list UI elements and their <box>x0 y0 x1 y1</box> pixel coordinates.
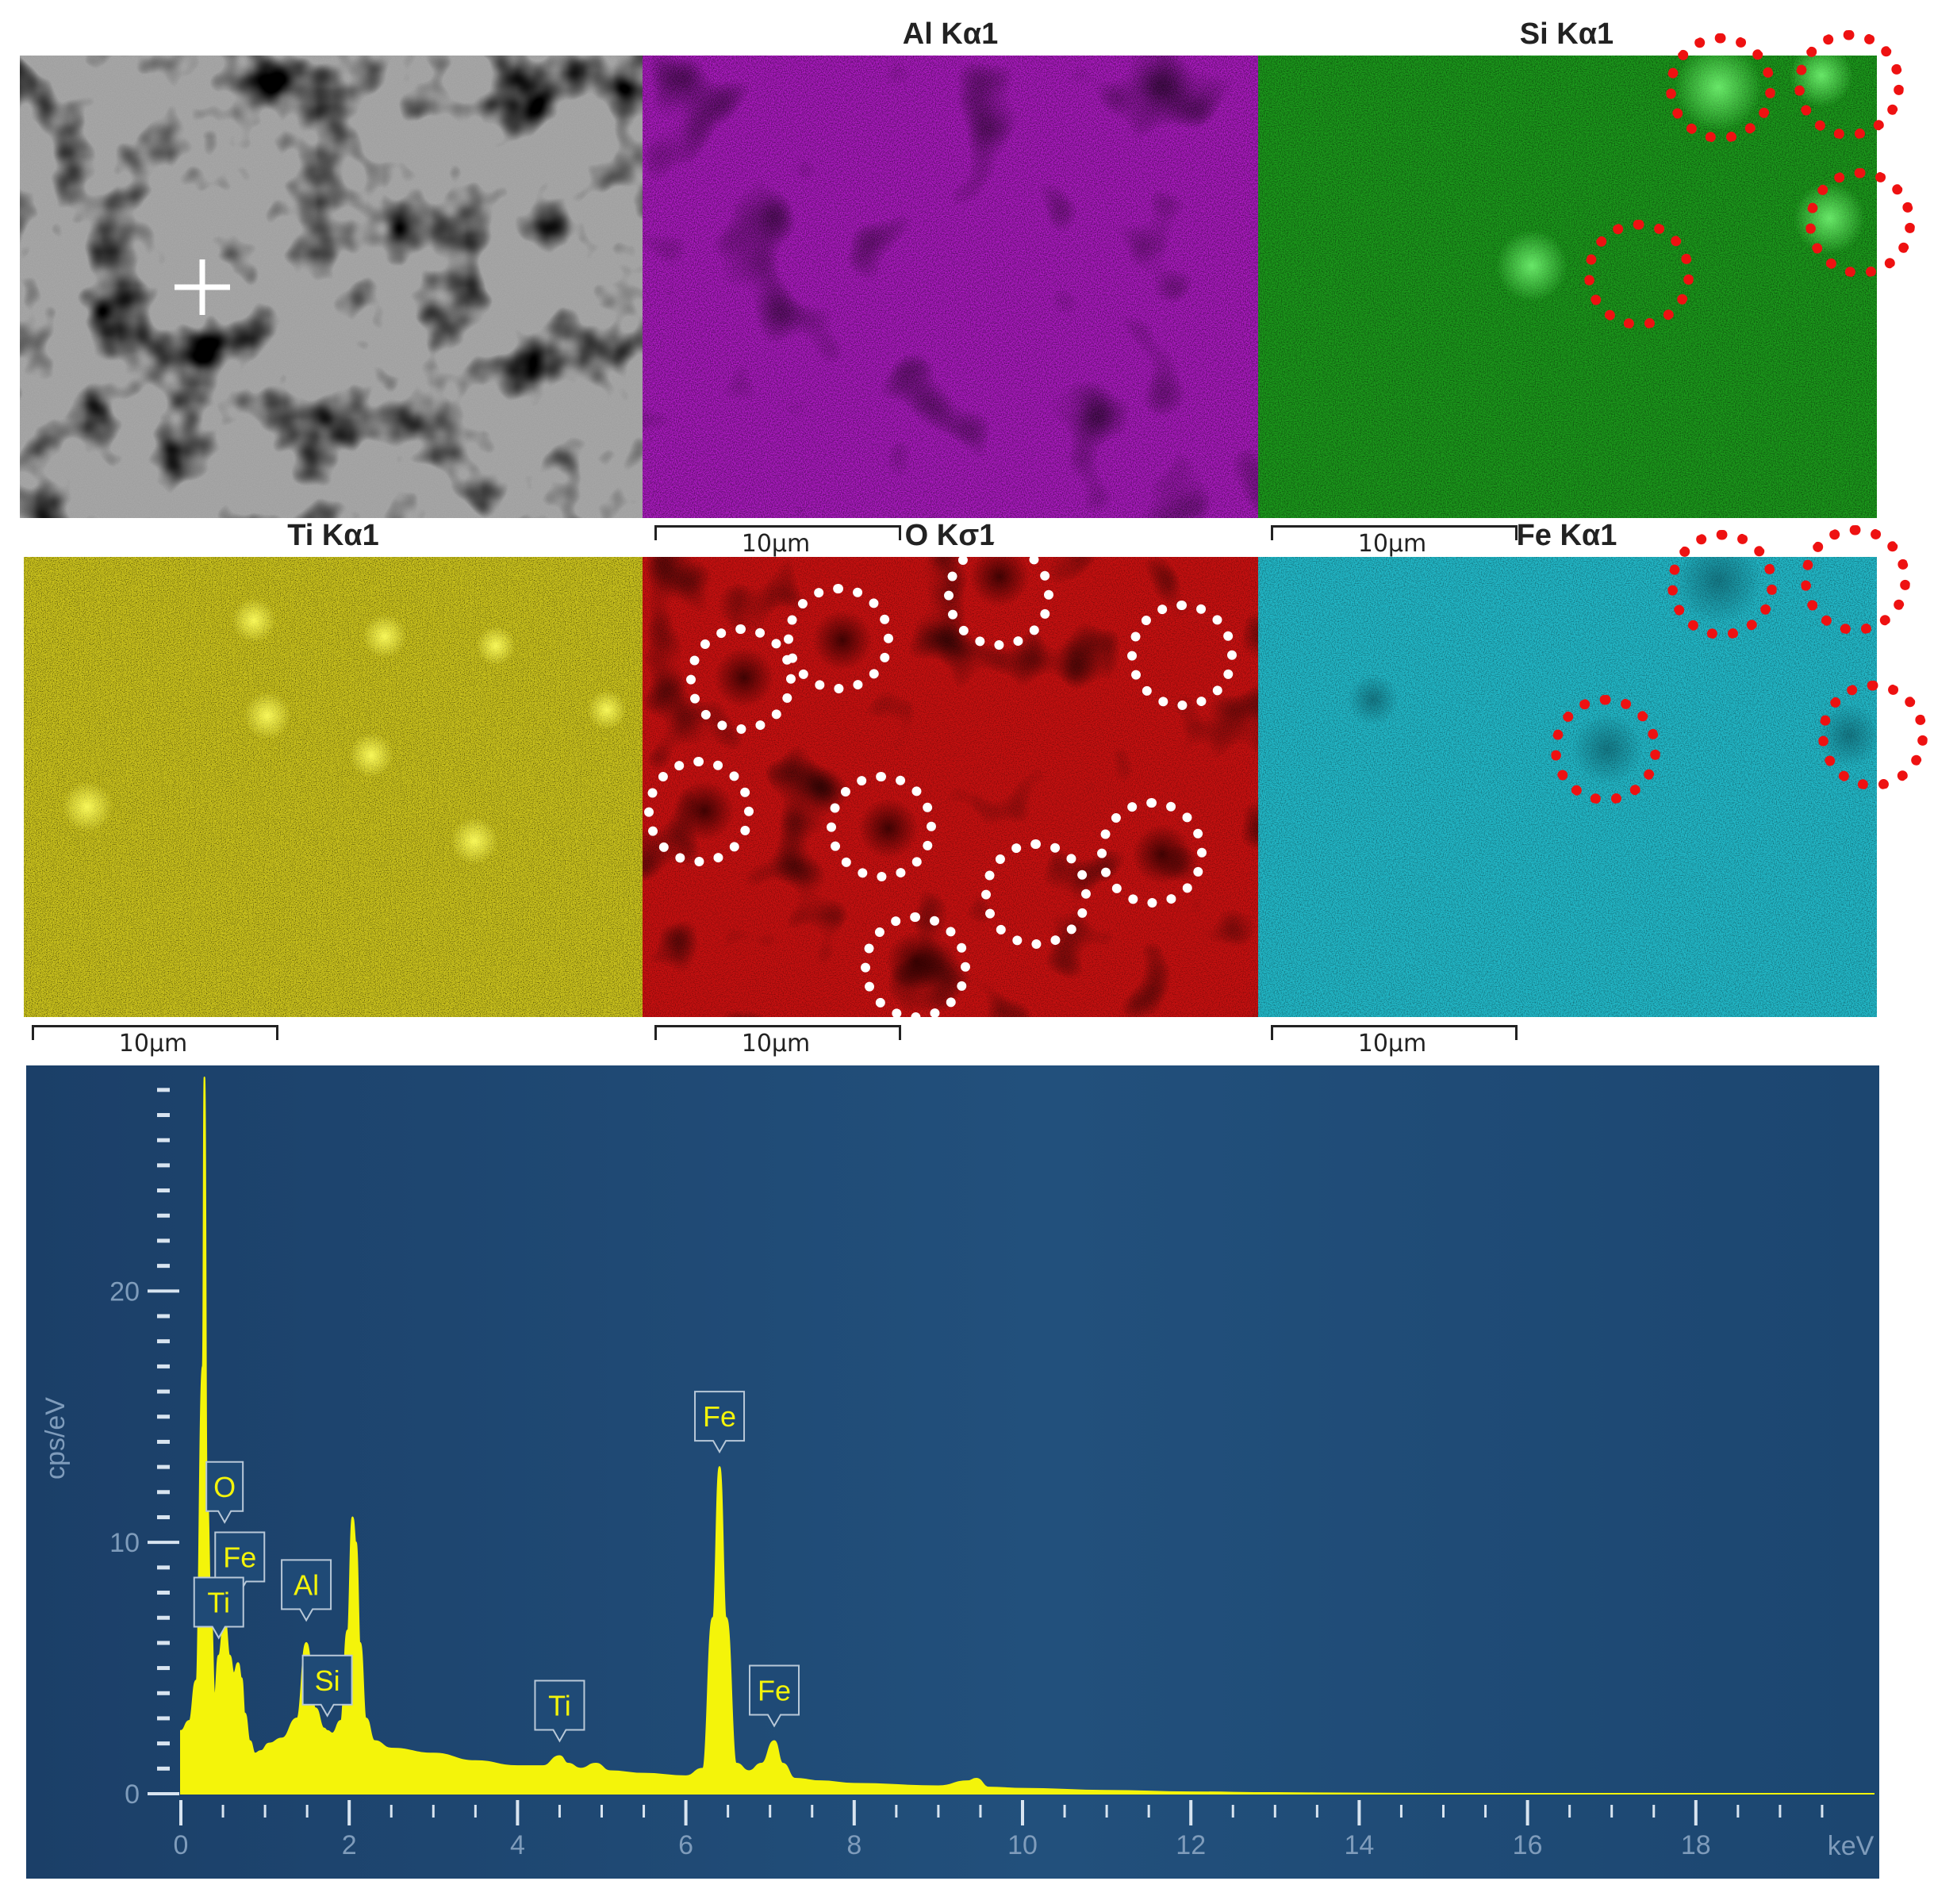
ti-map <box>24 557 643 1017</box>
peak-label: Fe <box>694 1391 746 1454</box>
x-axis-ticks: 0 2 4 6 8 10 12 14 16 18 <box>174 1800 1711 1860</box>
x-tick-label: 14 <box>1344 1830 1374 1860</box>
red-dotted-circle-marker <box>1801 525 1910 635</box>
y-tick-label: 10 <box>109 1528 140 1558</box>
red-dotted-circle-marker <box>1794 30 1904 140</box>
peak-label: O <box>205 1461 244 1524</box>
peak-label: Fe <box>214 1531 266 1595</box>
x-tick-label: 4 <box>510 1830 525 1860</box>
peak-label-box <box>301 1654 353 1718</box>
si-map <box>1258 56 1877 518</box>
red-dotted-circle-marker <box>1551 695 1660 804</box>
white-dotted-circle-marker <box>827 772 936 881</box>
peak-label-text: Fe <box>758 1674 791 1706</box>
peak-label-text: O <box>213 1471 236 1503</box>
white-dotted-circle-marker <box>944 540 1053 650</box>
red-dotted-circle-marker <box>1666 33 1775 143</box>
peak-label-text: Si <box>315 1664 340 1697</box>
peak-label-box <box>193 1576 244 1640</box>
sem-texture <box>20 56 643 518</box>
scale-bar <box>654 525 901 540</box>
white-dotted-circle-marker <box>644 757 754 866</box>
x-tick-label: 2 <box>342 1830 357 1860</box>
x-tick-label: 10 <box>1007 1830 1038 1860</box>
scale-bar-label: 10μm <box>118 1030 188 1058</box>
scale-bar-label: 10μm <box>741 1030 811 1058</box>
x-axis-label: keV <box>1828 1831 1874 1861</box>
y-tick-label: 0 <box>125 1779 140 1810</box>
peak-label-text: Fe <box>703 1400 736 1433</box>
white-dotted-circle-marker <box>1127 601 1237 710</box>
peak-label-box <box>534 1679 585 1743</box>
eds-spectrum-chart: 0 2 4 6 8 10 12 14 16 18 0 10 20 O Fe Ti Al Si Ti Fe Fe cp… <box>26 1065 1879 1879</box>
ti-map-title: Ti Kα1 <box>287 519 379 552</box>
y-axis-label: cps/eV <box>40 1397 71 1480</box>
si-map-title: Si Kα1 <box>1519 17 1614 51</box>
y-tick-label: 20 <box>109 1276 140 1307</box>
peak-label-text: Ti <box>207 1587 230 1619</box>
x-axis-minor-ticks <box>221 1805 1824 1818</box>
red-dotted-circle-marker <box>1667 530 1777 639</box>
peak-label-box <box>694 1391 746 1454</box>
peak-label-text: Ti <box>548 1689 571 1722</box>
scale-bar <box>32 1025 278 1040</box>
white-dotted-circle-marker <box>981 839 1091 949</box>
ti-texture <box>24 557 643 1017</box>
x-tick-label: 16 <box>1513 1830 1543 1860</box>
sem-image <box>20 56 643 518</box>
y-axis-minor-ticks <box>157 1088 170 1771</box>
scale-bar <box>654 1025 901 1040</box>
white-dotted-circle-marker <box>686 624 796 734</box>
si-texture <box>1258 56 1877 518</box>
red-dotted-circle-marker <box>1818 681 1928 790</box>
scale-bar <box>1271 1025 1518 1040</box>
peak-label-box <box>749 1664 800 1728</box>
peak-label: Fe <box>749 1664 800 1728</box>
fe-map-title: Fe Kα1 <box>1516 519 1617 552</box>
peak-label: Ti <box>534 1679 585 1743</box>
scale-bar-label: 10μm <box>1357 1030 1427 1058</box>
white-dotted-circle-marker <box>784 584 893 693</box>
peak-label-text: Al <box>294 1568 319 1601</box>
al-map-title: Al Kα1 <box>902 17 999 51</box>
x-tick-label: 0 <box>174 1830 189 1860</box>
y-axis-ticks: 0 10 20 <box>109 1276 179 1810</box>
x-tick-label: 18 <box>1681 1830 1711 1860</box>
x-tick-label: 8 <box>846 1830 861 1860</box>
peak-label: Al <box>281 1559 332 1622</box>
x-tick-label: 6 <box>678 1830 693 1860</box>
al-texture <box>643 56 1258 518</box>
scale-bar-label: 10μm <box>1357 530 1427 558</box>
peak-label: Si <box>301 1654 353 1718</box>
red-dotted-circle-marker <box>1805 168 1915 278</box>
scale-bar <box>1271 525 1518 540</box>
red-dotted-circle-marker <box>1584 220 1694 329</box>
peak-label: Ti <box>193 1576 244 1640</box>
crosshair-icon <box>175 259 230 315</box>
peak-label-text: Fe <box>223 1541 256 1574</box>
white-dotted-circle-marker <box>1097 798 1207 908</box>
white-dotted-circle-marker <box>861 912 970 1022</box>
x-tick-label: 12 <box>1176 1830 1206 1860</box>
scale-bar-label: 10μm <box>741 530 811 558</box>
peak-label-box <box>281 1559 332 1622</box>
al-map <box>643 56 1258 518</box>
peak-label-box <box>205 1461 244 1524</box>
peak-labels: O Fe Ti Al Si Ti Fe Fe <box>193 1391 800 1743</box>
